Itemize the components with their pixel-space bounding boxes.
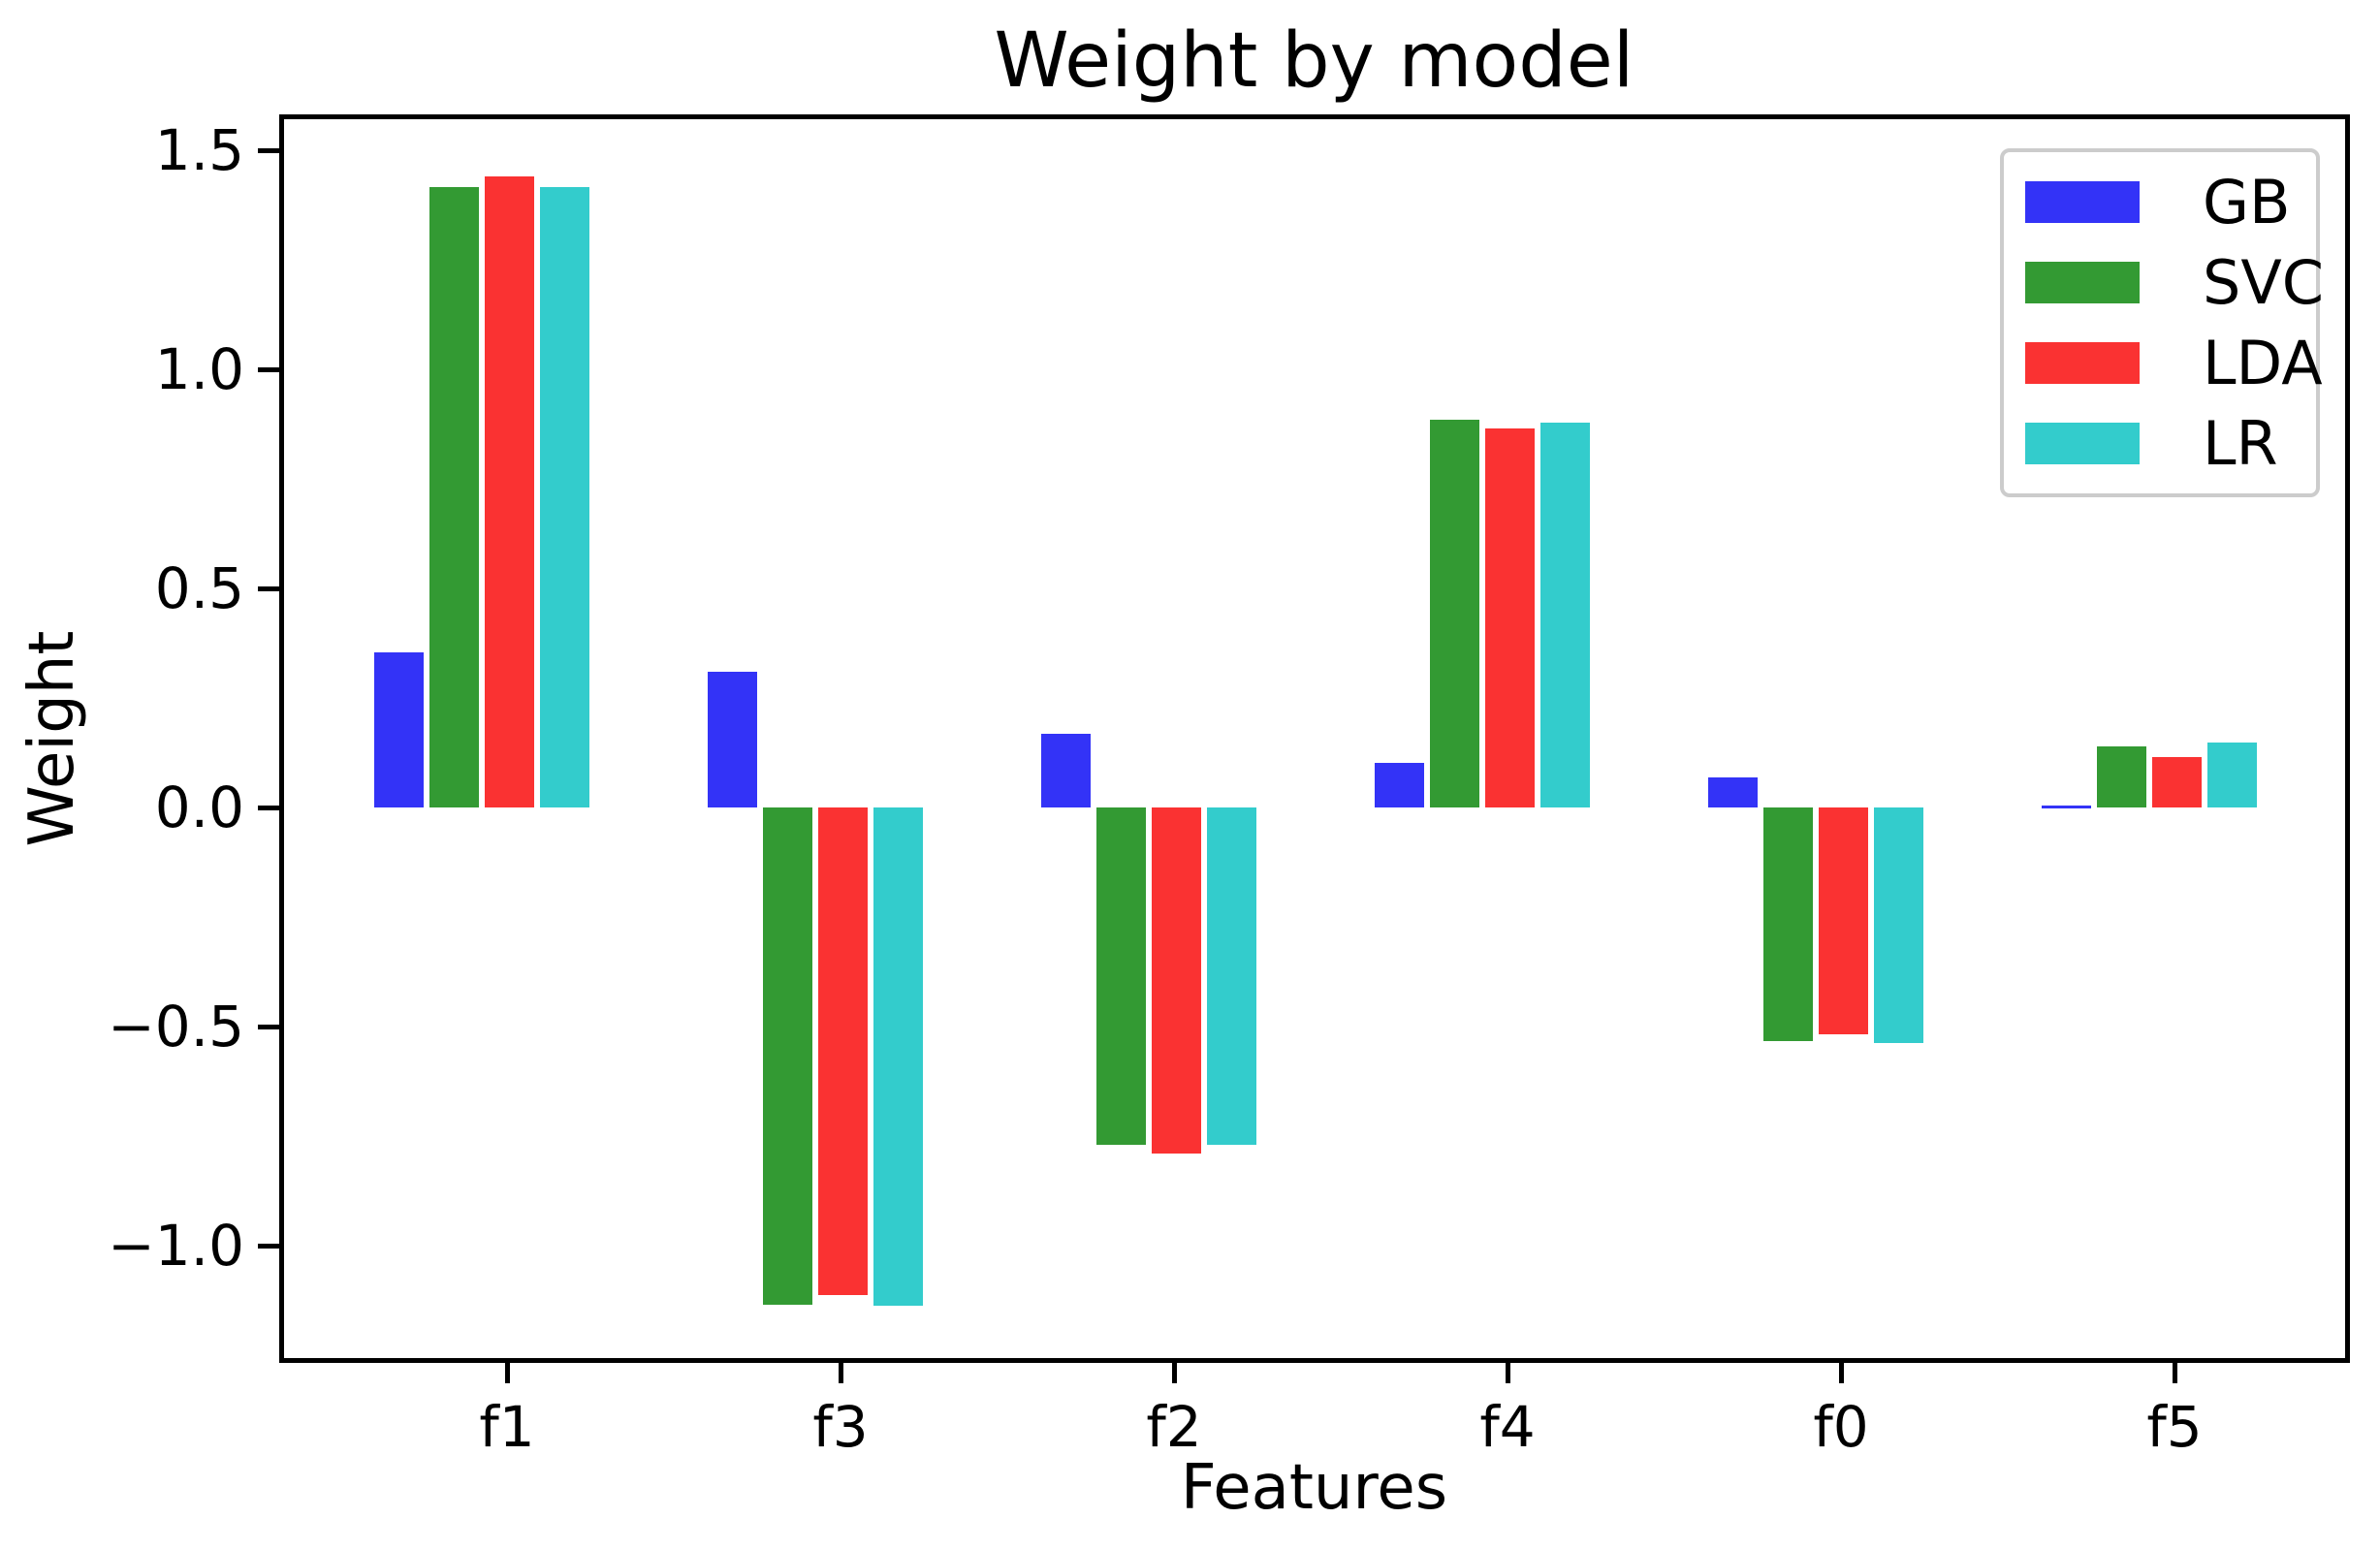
- bar-LDA-f3: [818, 807, 868, 1296]
- bar-LDA-f4: [1485, 428, 1535, 807]
- bar-LR-f1: [540, 186, 589, 807]
- legend-label-LR: LR: [2203, 407, 2278, 479]
- bar-LDA-f0: [1819, 807, 1868, 1035]
- bar-SVC-f2: [1096, 807, 1146, 1146]
- bar-LDA-f5: [2152, 757, 2202, 807]
- y-tick-label: 0.0: [154, 775, 244, 840]
- legend: GB SVC LDA LR: [2000, 148, 2324, 497]
- y-tick-label: 1.0: [154, 336, 244, 402]
- y-tick-label: −0.5: [108, 994, 244, 1060]
- x-tick-label-f0: f0: [1813, 1394, 1869, 1460]
- bar-SVC-f5: [2097, 746, 2146, 807]
- bar-LR-f0: [1874, 807, 1923, 1044]
- bar-SVC-f4: [1430, 419, 1479, 807]
- axes-frame: [279, 114, 2350, 1363]
- bar-SVC-f3: [763, 807, 812, 1306]
- legend-entry-LDA: LDA: [2004, 332, 2323, 394]
- y-tick-label: 0.5: [154, 555, 244, 621]
- x-tick-label-f1: f1: [479, 1394, 535, 1460]
- bar-LR-f5: [2207, 743, 2257, 807]
- y-tick: [258, 1244, 281, 1249]
- x-tick-label-f3: f3: [812, 1394, 869, 1460]
- bar-GB-f4: [1375, 762, 1424, 807]
- legend-swatch-LR: [2025, 423, 2140, 464]
- legend-swatch-SVC: [2025, 262, 2140, 303]
- x-axis-label: Features: [1180, 1452, 1448, 1524]
- y-tick: [258, 586, 281, 591]
- bar-GB-f2: [1041, 734, 1091, 807]
- y-tick: [258, 367, 281, 372]
- legend-swatch-GB: [2025, 181, 2140, 223]
- y-tick: [258, 806, 281, 810]
- y-tick: [258, 1025, 281, 1029]
- x-tick-label-f2: f2: [1146, 1394, 1202, 1460]
- legend-entry-GB: GB: [2004, 166, 2316, 237]
- bar-LDA-f1: [485, 176, 534, 807]
- legend-label-GB: GB: [2203, 166, 2291, 237]
- plot-area: [281, 116, 2347, 1360]
- bar-GB-f0: [1708, 776, 1758, 807]
- bar-SVC-f1: [429, 186, 479, 807]
- y-tick-label: 1.5: [154, 117, 244, 183]
- x-tick-label-f5: f5: [2146, 1394, 2203, 1460]
- y-tick-label: −1.0: [108, 1213, 244, 1279]
- bar-LDA-f2: [1152, 807, 1201, 1155]
- x-tick: [1172, 1360, 1177, 1383]
- bar-LR-f2: [1207, 807, 1256, 1146]
- x-tick: [2173, 1360, 2177, 1383]
- x-tick: [1839, 1360, 1844, 1383]
- bar-LR-f4: [1540, 423, 1590, 807]
- x-tick: [839, 1360, 843, 1383]
- x-tick-label-f4: f4: [1479, 1394, 1536, 1460]
- legend-entry-LR: LR: [2004, 407, 2316, 479]
- bar-LR-f3: [873, 807, 923, 1306]
- legend-label-LDA: LDA: [2203, 327, 2323, 398]
- bar-GB-f3: [708, 671, 757, 807]
- legend-label-SVC: SVC: [2203, 246, 2325, 318]
- x-tick: [505, 1360, 510, 1383]
- bar-GB-f5: [2042, 806, 2091, 808]
- legend-entry-SVC: SVC: [2004, 252, 2324, 313]
- y-tick: [258, 148, 281, 153]
- legend-swatch-LDA: [2025, 342, 2140, 384]
- x-tick: [1506, 1360, 1510, 1383]
- chart-title: Weight by model: [994, 17, 1634, 105]
- bar-GB-f1: [374, 651, 424, 807]
- bar-SVC-f0: [1763, 807, 1813, 1041]
